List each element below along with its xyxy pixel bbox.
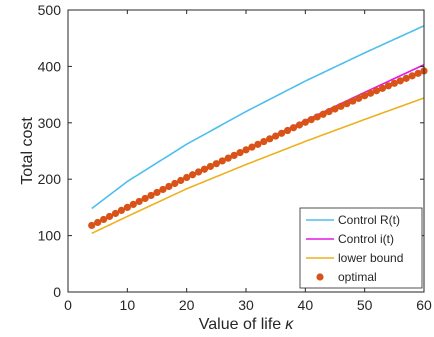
optimal-point-22 [218, 157, 226, 165]
optimal-point-7 [129, 200, 137, 209]
x-tick-label-0: 0 [64, 297, 72, 313]
optimal-point-32 [278, 129, 286, 137]
optimal-point-0 [88, 221, 96, 230]
x-axis-label-symbol: κ [285, 316, 294, 333]
optimal-point-9 [141, 194, 149, 203]
optimal-point-42 [337, 102, 345, 110]
optimal-point-54 [408, 72, 416, 80]
legend-label-0: Control R(t) [338, 213, 400, 227]
y-tick-label-4: 400 [38, 58, 62, 74]
x-tick-label-5: 50 [357, 297, 373, 313]
x-tick-label-4: 40 [298, 297, 314, 313]
x-axis-label: Value of life κ [199, 316, 294, 333]
series-layer [88, 25, 428, 235]
x-tick-label-2: 20 [179, 297, 195, 313]
optimal-point-43 [343, 100, 351, 108]
optimal-point-52 [396, 77, 404, 85]
optimal-point-41 [331, 105, 339, 113]
optimal-point-26 [242, 146, 250, 154]
optimal-point-19 [200, 165, 209, 173]
optimal-point-45 [355, 94, 363, 102]
y-tick-label-0: 0 [53, 284, 61, 300]
optimal-point-53 [402, 74, 410, 82]
optimal-point-37 [307, 115, 315, 124]
optimal-point-1 [94, 218, 102, 227]
x-tick-label-1: 10 [120, 297, 136, 313]
optimal-point-48 [372, 87, 381, 95]
optimal-point-33 [283, 126, 292, 135]
y-axis-label: Total cost [19, 117, 36, 185]
optimal-point-14 [171, 179, 179, 188]
optimal-point-25 [236, 149, 244, 157]
optimal-point-12 [159, 185, 167, 194]
optimal-point-2 [100, 215, 108, 224]
ticks-layer: 0 10 20 30 40 50 60 0 100 200 300 400 500 [38, 2, 432, 313]
optimal-point-4 [111, 209, 120, 218]
optimal-point-10 [147, 191, 155, 200]
y-tick-label-5: 500 [38, 2, 62, 18]
optimal-point-27 [248, 143, 256, 151]
optimal-point-36 [301, 118, 309, 126]
optimal-point-50 [384, 82, 392, 90]
legend: Control R(t) Control i(t) lower bound optim… [299, 207, 423, 289]
optimal-point-23 [224, 154, 232, 162]
optimal-point-13 [165, 182, 173, 191]
optimal-point-20 [206, 162, 214, 171]
x-tick-label-3: 30 [238, 297, 254, 313]
optimal-point-8 [135, 197, 143, 206]
x-tick-label-6: 60 [416, 297, 432, 313]
optimal-point-24 [230, 151, 238, 159]
legend-swatch-3 [316, 273, 324, 281]
optimal-point-21 [212, 160, 220, 168]
legend-label-1: Control i(t) [338, 232, 394, 246]
optimal-point-31 [272, 132, 280, 140]
legend-label-2: lower bound [338, 251, 403, 265]
y-tick-label-1: 100 [38, 228, 62, 244]
optimal-point-47 [367, 89, 375, 97]
optimal-point-40 [325, 108, 333, 116]
optimal-point-6 [123, 203, 131, 211]
optimal-point-34 [289, 124, 298, 132]
optimal-point-29 [260, 137, 268, 146]
optimal-point-28 [254, 140, 262, 148]
legend-label-3: optimal [338, 270, 377, 284]
series-line-0 [91, 25, 425, 210]
optimal-point-51 [390, 79, 398, 87]
optimal-point-35 [295, 121, 303, 129]
optimal-point-11 [153, 188, 161, 197]
optimal-point-15 [177, 176, 185, 185]
optimal-point-16 [183, 173, 191, 182]
series-line-2 [91, 97, 425, 235]
optimal-point-30 [266, 135, 274, 143]
optimal-point-17 [189, 171, 197, 179]
optimal-point-39 [319, 110, 327, 118]
y-tick-label-2: 200 [38, 171, 62, 187]
optimal-point-38 [313, 113, 321, 121]
optimal-point-5 [117, 206, 125, 215]
x-axis-label-text: Value of life [199, 316, 282, 333]
optimal-point-18 [194, 168, 203, 176]
optimal-point-46 [361, 92, 369, 100]
optimal-point-49 [378, 84, 387, 92]
y-tick-label-3: 300 [38, 115, 62, 131]
optimal-point-44 [349, 97, 357, 105]
optimal-point-3 [105, 212, 114, 221]
optimal-point-55 [414, 69, 422, 77]
